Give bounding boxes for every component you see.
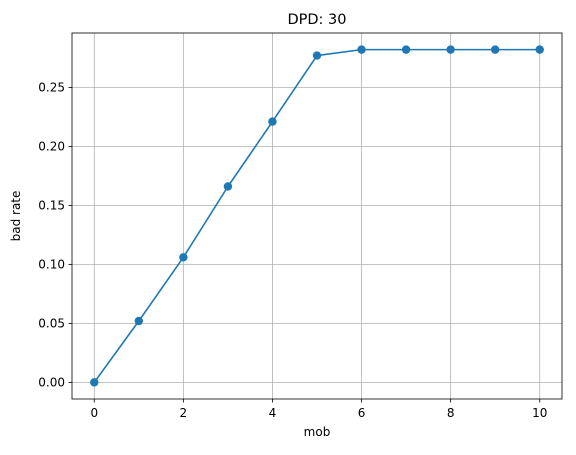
series-layer	[90, 45, 544, 387]
y-tick-label: 0.05	[38, 316, 65, 330]
data-point	[179, 253, 188, 262]
y-tick-label: 0.15	[38, 198, 65, 212]
data-point	[490, 45, 500, 54]
data-point	[90, 378, 99, 387]
data-point	[401, 45, 411, 54]
x-tick-label: 8	[447, 406, 455, 420]
data-point	[312, 51, 322, 60]
data-point	[134, 316, 144, 326]
y-tick-label: 0.20	[38, 139, 65, 153]
x-tick-label: 2	[180, 406, 188, 420]
tick-marks	[68, 86, 541, 403]
y-axis-label: bad rate	[9, 191, 23, 242]
data-point	[268, 117, 277, 126]
chart-title: DPD: 30	[287, 12, 346, 28]
x-tick-label: 0	[90, 406, 98, 420]
y-tick-label: 0.00	[38, 375, 65, 389]
x-tick-label: 6	[358, 406, 366, 420]
y-tick-label: 0.25	[38, 80, 65, 94]
grid-lines	[72, 33, 562, 399]
y-tick-label: 0.10	[38, 257, 65, 271]
data-point	[446, 45, 455, 54]
x-axis-label: mob	[304, 425, 331, 439]
data-point	[357, 45, 366, 54]
data-point	[223, 182, 233, 191]
x-tick-label: 10	[532, 406, 547, 420]
x-tick-label: 4	[269, 406, 277, 420]
data-point	[535, 45, 544, 54]
plot-frame	[71, 32, 563, 400]
series-line	[93, 48, 540, 383]
tick-labels: 0 2 4 6 8 10 0.00 0.05 0.10 0.15 0.20 0.25	[38, 80, 547, 420]
